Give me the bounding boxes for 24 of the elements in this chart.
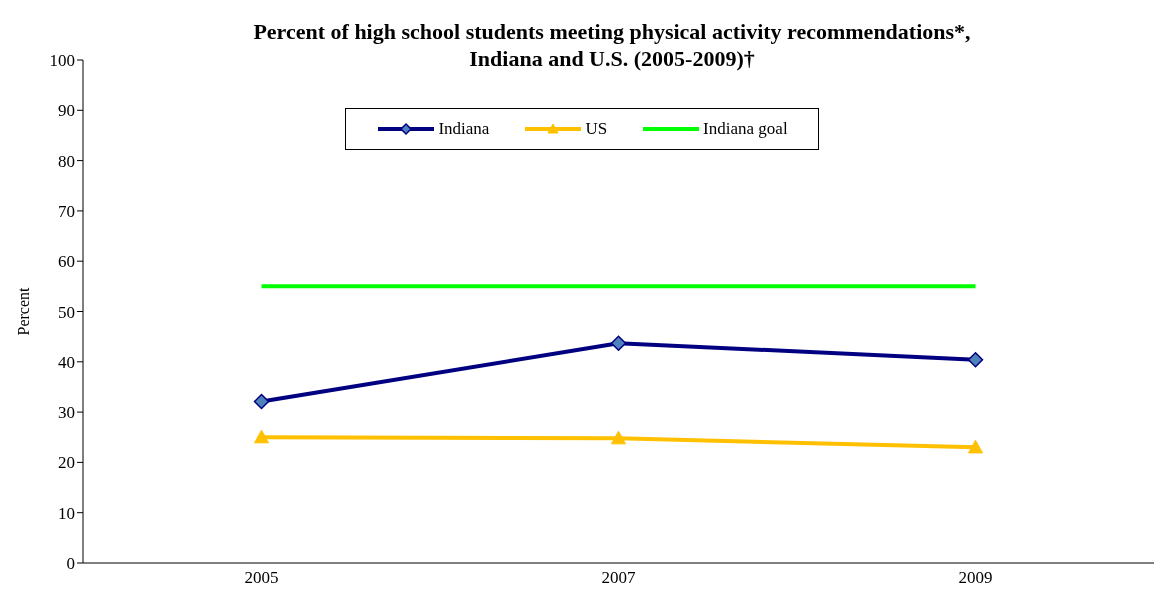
y-tick-label: 100 (49, 51, 75, 71)
y-tick-label: 50 (58, 302, 75, 322)
y-tick-label: 40 (58, 352, 75, 372)
y-tick-label: 60 (58, 252, 75, 272)
x-tick-label: 2009 (958, 568, 993, 588)
y-tick-label: 20 (58, 453, 75, 473)
y-tick-label: 80 (58, 151, 75, 171)
point (610, 335, 627, 351)
y-tick-label: 30 (58, 403, 75, 423)
x-tick-label: 2005 (244, 568, 279, 588)
point (611, 430, 626, 445)
point (253, 393, 270, 410)
legend-label: US (584, 119, 608, 139)
y-tick-label: 70 (58, 201, 75, 221)
y-tick-label: 90 (58, 101, 75, 121)
point (967, 352, 984, 368)
point (254, 429, 269, 444)
x-tick-label: 2007 (601, 568, 636, 588)
legend-label: Indiana goal (702, 119, 788, 139)
y-tick-label: 0 (66, 554, 75, 574)
point (968, 439, 983, 454)
y-tick-label: 10 (58, 503, 75, 523)
legend-label: Indiana (437, 119, 490, 139)
y-axis-title: Percent (14, 286, 32, 336)
